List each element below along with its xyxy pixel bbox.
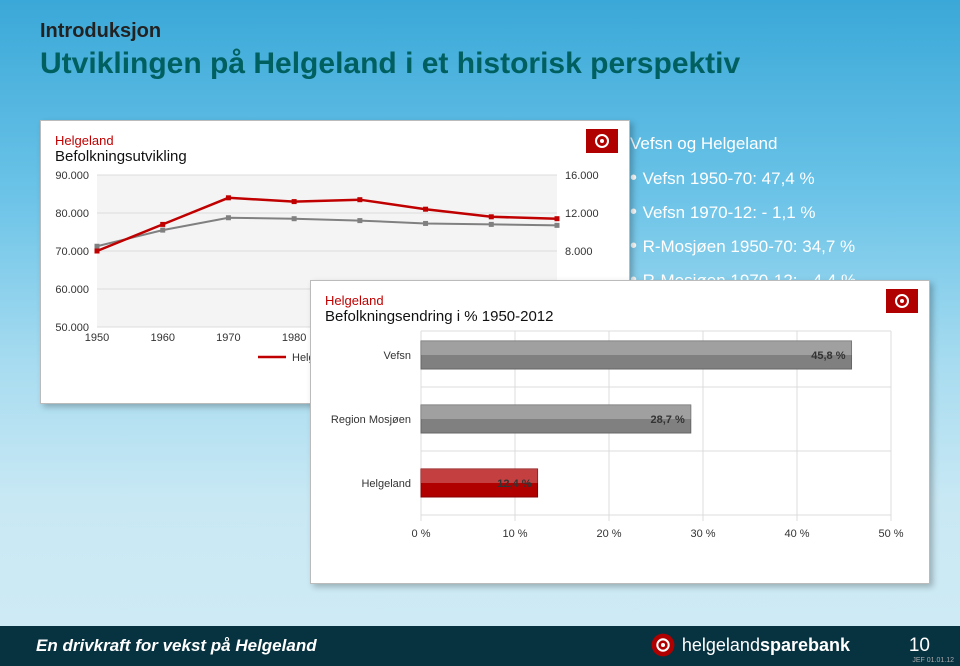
svg-text:Region Mosjøen: Region Mosjøen	[331, 414, 411, 426]
svg-text:30 %: 30 %	[690, 528, 715, 540]
svg-text:60.000: 60.000	[55, 284, 89, 296]
svg-text:80.000: 80.000	[55, 208, 89, 220]
bank-logo-icon	[885, 289, 919, 313]
svg-text:20 %: 20 %	[596, 528, 621, 540]
svg-text:Helgeland: Helgeland	[361, 478, 411, 490]
svg-text:12.000: 12.000	[565, 208, 599, 220]
svg-text:50 %: 50 %	[878, 528, 903, 540]
footer-logo: helgelandsparebank	[650, 632, 850, 658]
page-number: 10	[909, 635, 930, 657]
bullet-item: Vefsn 1970-12: - 1,1 %	[630, 195, 930, 229]
section-label: Introduksjon	[40, 20, 740, 43]
bullet-panel: Vefsn og Helgeland Vefsn 1950-70: 47,4 %…	[630, 130, 930, 297]
svg-text:1970: 1970	[216, 332, 240, 344]
slide: Introduksjon Utviklingen på Helgeland i …	[0, 0, 960, 666]
bar-chart-card: Helgeland Befolkningsendring i % 1950-20…	[310, 280, 930, 584]
svg-text:1960: 1960	[150, 332, 174, 344]
footer-code: JEF 01.01.12	[912, 657, 954, 664]
svg-text:1950: 1950	[85, 332, 109, 344]
svg-text:Vefsn: Vefsn	[383, 350, 411, 362]
bar-chart-title: Befolkningsendring i % 1950-2012	[325, 308, 915, 325]
svg-text:90.000: 90.000	[55, 170, 89, 182]
bullet-item: R-Mosjøen 1950-70: 34,7 %	[630, 229, 930, 263]
bar-chart: 0 %10 %20 %30 %40 %50 %Vefsn45,8 %Region…	[421, 331, 891, 521]
bar-chart-subtitle: Helgeland	[325, 293, 915, 308]
bank-logo-icon	[585, 129, 619, 153]
svg-text:70.000: 70.000	[55, 246, 89, 258]
line-chart-subtitle: Helgeland	[55, 133, 615, 148]
page-title: Utviklingen på Helgeland i et historisk …	[40, 47, 740, 81]
footer-tagline: En drivkraft for vekst på Helgeland	[36, 636, 317, 656]
bullet-item: Vefsn 1950-70: 47,4 %	[630, 161, 930, 195]
line-chart-title: Befolkningsutvikling	[55, 148, 615, 165]
svg-text:28,7 %: 28,7 %	[651, 414, 685, 426]
svg-text:40 %: 40 %	[784, 528, 809, 540]
bank-logo-icon	[650, 632, 676, 658]
svg-text:45,8 %: 45,8 %	[811, 350, 845, 362]
footer: En drivkraft for vekst på Helgeland helg…	[0, 626, 960, 666]
bullets-list: Vefsn 1950-70: 47,4 %Vefsn 1970-12: - 1,…	[630, 161, 930, 297]
svg-text:8.000: 8.000	[565, 246, 593, 258]
footer-logo-text: helgelandsparebank	[682, 635, 850, 656]
title-area: Introduksjon Utviklingen på Helgeland i …	[40, 20, 740, 81]
bullets-head: Vefsn og Helgeland	[630, 130, 930, 159]
svg-text:12,4 %: 12,4 %	[497, 478, 531, 490]
svg-text:1980: 1980	[282, 332, 306, 344]
svg-text:16.000: 16.000	[565, 170, 599, 182]
svg-text:10 %: 10 %	[502, 528, 527, 540]
svg-text:0 %: 0 %	[412, 528, 431, 540]
